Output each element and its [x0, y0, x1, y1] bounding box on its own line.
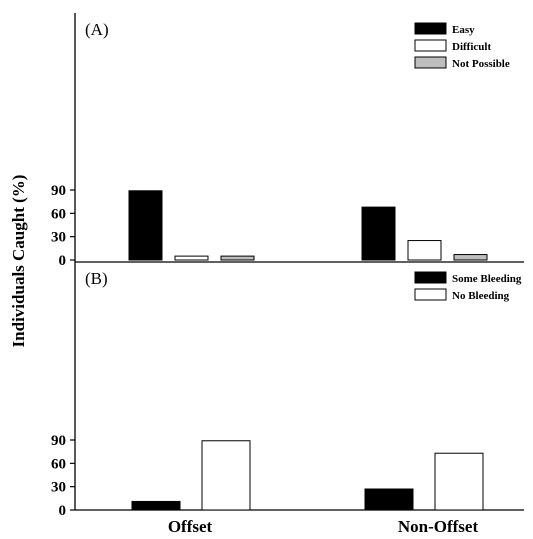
panel-a-legend-swatch	[414, 56, 447, 69]
panel-a-bar-not-possible-offset	[220, 255, 255, 261]
panel-b-y-tick-label: 60	[51, 456, 66, 472]
panel-b-legend-swatch	[414, 288, 447, 301]
panel-a-y-tick-label: 0	[59, 253, 67, 269]
panel-a-bar-easy-non-offset	[361, 206, 396, 261]
panel-b: 0 30 60 90 (B) Some Bleeding No Bleeding	[51, 262, 524, 519]
panel-b-bar-some-bleeding-non-offset	[364, 488, 414, 511]
panel-a: 0 30 60 90 (A) Easy Difficult Not Possible	[51, 13, 524, 269]
panel-a-legend-label: Difficult	[452, 41, 491, 53]
panel-a-y-tick-label: 90	[51, 183, 66, 199]
panel-a-legend-swatch	[414, 39, 447, 52]
panel-a-bar-not-possible-non-offset	[453, 254, 488, 261]
panel-b-bar-no-bleeding-non-offset	[434, 452, 484, 511]
panel-a-legend-label: Not Possible	[452, 58, 510, 70]
panel-b-legend-label: No Bleeding	[452, 290, 510, 302]
x-category-label: Offset	[168, 517, 213, 536]
y-axis-title: Individuals Caught (%)	[9, 175, 28, 348]
category-labels: Offset Non-Offset	[168, 517, 479, 536]
panel-a-bar-difficult-offset	[174, 255, 209, 261]
panel-a-legend-label: Easy	[452, 24, 475, 36]
panel-b-legend-swatch	[414, 271, 447, 284]
panel-b-y-tick-label: 0	[59, 503, 67, 519]
panel-a-y-tick-label: 30	[51, 230, 66, 246]
panel-b-y-tick-label: 30	[51, 480, 66, 496]
panel-a-bar-difficult-non-offset	[407, 240, 442, 261]
x-category-label: Non-Offset	[398, 517, 479, 536]
panel-a-y-tick-label: 60	[51, 206, 66, 222]
panel-b-y-tick-label: 90	[51, 433, 66, 449]
panel-b-label: (B)	[85, 269, 108, 288]
panel-b-legend-label: Some Bleeding	[452, 273, 522, 285]
panel-a-bar-easy-offset	[128, 190, 163, 261]
panel-a-legend-swatch	[414, 22, 447, 35]
panel-b-bar-some-bleeding-offset	[131, 500, 181, 511]
panel-a-label: (A)	[85, 20, 109, 39]
panel-b-bar-no-bleeding-offset	[201, 440, 251, 511]
